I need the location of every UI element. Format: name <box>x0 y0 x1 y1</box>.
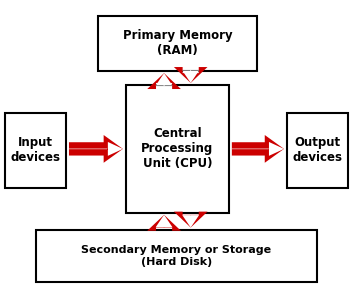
Text: Input
devices: Input devices <box>11 136 60 164</box>
Text: Central
Processing
Unit (CPU): Central Processing Unit (CPU) <box>141 127 214 171</box>
FancyBboxPatch shape <box>287 113 348 188</box>
FancyArrow shape <box>69 135 123 163</box>
FancyArrow shape <box>174 67 208 83</box>
FancyArrow shape <box>232 142 284 156</box>
FancyBboxPatch shape <box>36 230 317 282</box>
FancyArrow shape <box>69 142 123 156</box>
FancyArrow shape <box>156 215 173 227</box>
Text: Output
devices: Output devices <box>293 136 342 164</box>
FancyArrow shape <box>147 73 181 89</box>
FancyArrow shape <box>174 212 208 227</box>
FancyArrow shape <box>232 135 284 163</box>
Text: Secondary Memory or Storage
(Hard Disk): Secondary Memory or Storage (Hard Disk) <box>82 245 271 267</box>
Text: Primary Memory
(RAM): Primary Memory (RAM) <box>122 29 232 57</box>
FancyArrow shape <box>182 215 199 227</box>
FancyArrow shape <box>147 215 181 231</box>
FancyArrow shape <box>182 70 199 83</box>
FancyBboxPatch shape <box>126 85 229 213</box>
FancyBboxPatch shape <box>5 113 66 188</box>
FancyArrow shape <box>156 73 173 86</box>
FancyBboxPatch shape <box>98 16 257 71</box>
